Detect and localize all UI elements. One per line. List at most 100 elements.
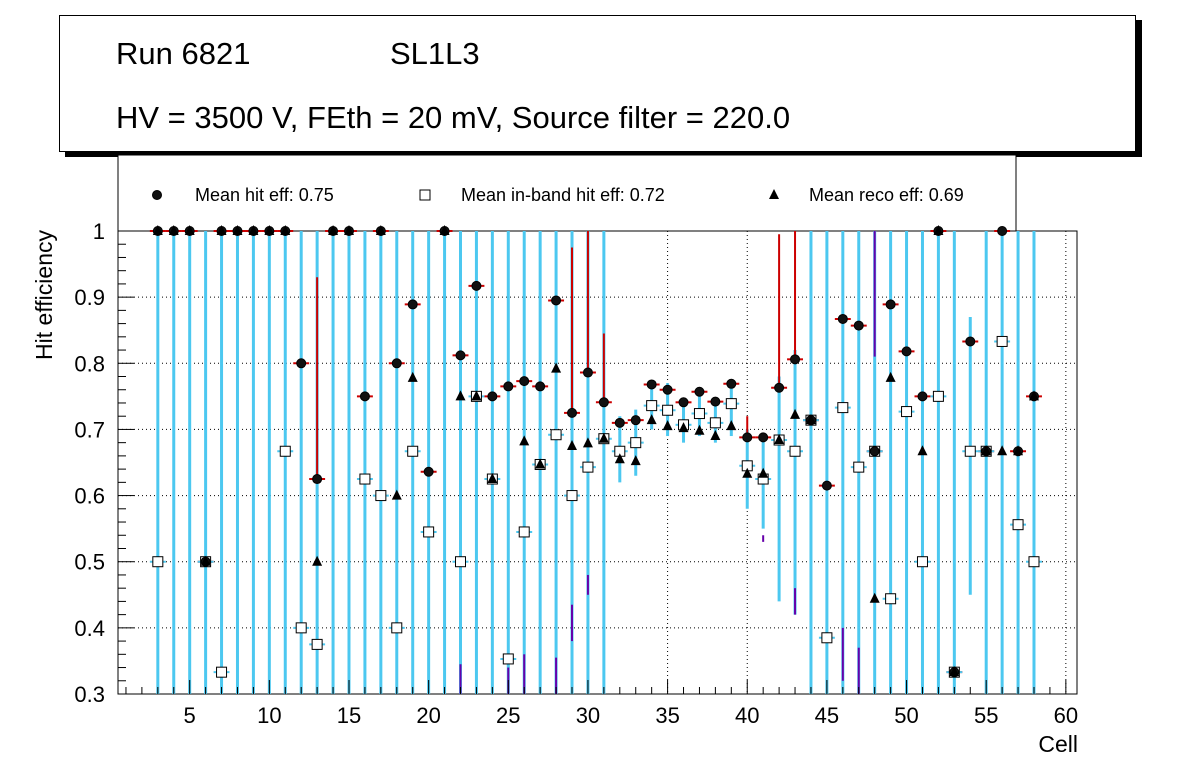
x-axis-label: Cell xyxy=(1038,731,1078,757)
hit-point xyxy=(503,381,514,392)
hit-point xyxy=(232,226,243,236)
y-tick-label: 0.6 xyxy=(74,484,105,509)
reco-point xyxy=(375,225,386,235)
x-tick-label: 40 xyxy=(735,703,759,728)
hit-point xyxy=(710,396,721,407)
reco-point xyxy=(805,414,816,425)
hit-point xyxy=(184,226,195,236)
x-tick-label: 5 xyxy=(184,703,196,728)
reco-point xyxy=(343,225,354,235)
reco-point xyxy=(614,453,625,464)
run-label: Run 6821 xyxy=(116,36,251,71)
y-tick-label: 0.8 xyxy=(74,351,105,376)
hit-point xyxy=(614,417,625,428)
inband-point xyxy=(996,335,1008,347)
reco-point xyxy=(280,225,291,235)
reco-point xyxy=(869,592,880,603)
reco-point xyxy=(184,225,195,235)
hit-point xyxy=(407,299,418,310)
inband-point xyxy=(773,434,785,446)
reco-point xyxy=(519,435,530,446)
hit-point xyxy=(519,376,530,387)
hit-point xyxy=(216,226,227,236)
x-tick-label: 20 xyxy=(416,703,440,728)
inband-point xyxy=(901,406,913,418)
layer-label: SL1L3 xyxy=(390,36,480,71)
inband-point xyxy=(391,622,403,634)
x-tick-label: 30 xyxy=(576,703,600,728)
inband-point xyxy=(550,429,562,441)
inband-point xyxy=(853,461,865,473)
y-tick-label: 0.7 xyxy=(74,417,105,442)
inband-point xyxy=(407,445,419,457)
inband-point xyxy=(821,632,833,644)
reco-point xyxy=(646,414,657,425)
hit-point xyxy=(582,367,593,378)
reco-point xyxy=(487,473,498,484)
hit-point xyxy=(375,226,386,236)
inband-point xyxy=(311,638,323,650)
hit-point xyxy=(901,346,912,357)
reco-point xyxy=(200,555,211,566)
y-tick-label: 1 xyxy=(93,219,105,244)
hit-point xyxy=(758,432,769,443)
reco-point xyxy=(933,225,944,235)
reco-point xyxy=(1013,445,1024,456)
reco-point xyxy=(455,390,466,401)
y-tick-label: 0.5 xyxy=(74,550,105,575)
hit-point xyxy=(471,280,482,291)
hit-point xyxy=(869,446,880,457)
inband-point xyxy=(1012,519,1024,531)
inband-point xyxy=(598,433,610,445)
reco-point xyxy=(471,390,482,401)
hit-point xyxy=(646,379,657,390)
inband-point xyxy=(662,404,674,416)
hit-point xyxy=(535,381,546,392)
reco-point xyxy=(710,430,721,441)
hit-point xyxy=(280,226,291,236)
x-tick-label: 60 xyxy=(1054,703,1078,728)
reco-point xyxy=(997,445,1008,456)
reco-point xyxy=(662,420,673,431)
hit-point xyxy=(248,226,259,236)
inband-point xyxy=(375,490,387,502)
inband-point xyxy=(216,666,228,678)
inband-point xyxy=(566,490,578,502)
hit-point xyxy=(774,382,785,393)
y-tick-label: 0.9 xyxy=(74,285,105,310)
inband-point xyxy=(916,556,928,568)
hit-point xyxy=(343,226,354,236)
inband-point xyxy=(646,400,658,412)
inband-point xyxy=(200,556,212,568)
hit-point xyxy=(312,474,323,485)
x-tick-label: 25 xyxy=(496,703,520,728)
inband-point xyxy=(630,437,642,449)
hit-point xyxy=(296,358,307,369)
hit-point xyxy=(790,354,801,365)
inband-point xyxy=(741,460,753,472)
reco-point xyxy=(535,458,546,469)
y-tick-label: 0.4 xyxy=(74,616,105,641)
hit-point xyxy=(359,391,370,402)
inband-point xyxy=(534,458,546,470)
inband-point xyxy=(518,526,530,538)
hit-point xyxy=(837,313,848,324)
hit-point xyxy=(264,226,275,236)
inband-point xyxy=(582,461,594,473)
x-tick-label: 50 xyxy=(894,703,918,728)
inband-point xyxy=(948,666,960,678)
hit-point xyxy=(567,407,578,418)
hit-point xyxy=(423,466,434,477)
hit-point xyxy=(805,415,816,426)
inband-point xyxy=(805,414,817,426)
hit-point xyxy=(933,226,944,236)
hit-point xyxy=(678,397,689,408)
reco-point xyxy=(790,408,801,419)
hit-point xyxy=(439,226,450,236)
y-tick-label: 0.3 xyxy=(74,682,105,707)
hit-point xyxy=(455,350,466,361)
inband-point xyxy=(725,398,737,410)
legend-box xyxy=(117,154,1017,232)
reco-point xyxy=(917,445,928,456)
reco-point xyxy=(264,225,275,235)
